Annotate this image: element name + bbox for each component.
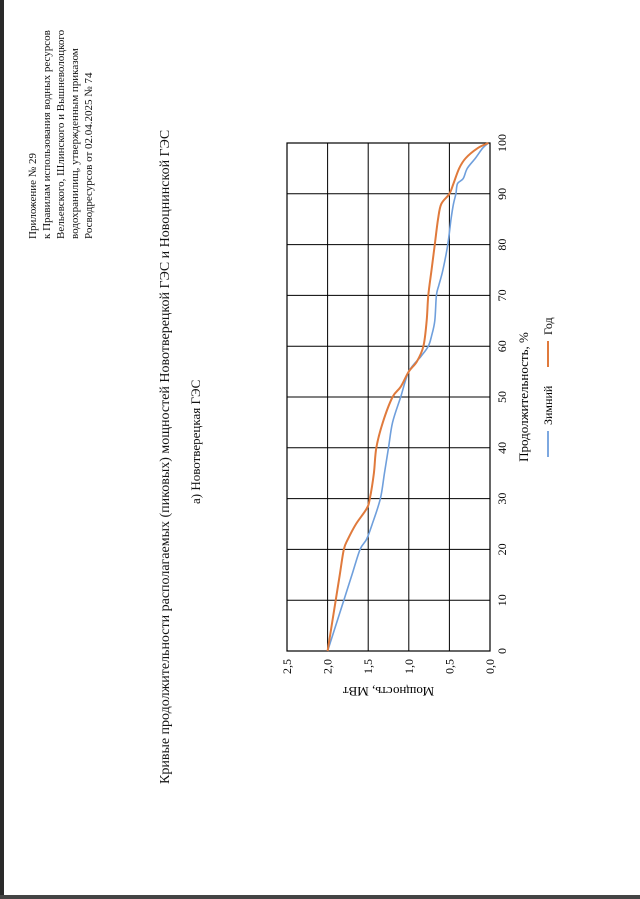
series-line-year [326, 142, 489, 652]
y-tick-label: 2,0 [321, 659, 335, 674]
x-tick-label: 50 [495, 391, 509, 403]
y-axis-label: Мощность, МВт [343, 684, 435, 699]
x-tick-label: 0 [495, 648, 509, 654]
scan-edge-bottom [0, 895, 640, 899]
y-tick-labels: 0,0 0,5 1,0 1,5 2,0 2,5 [280, 659, 497, 674]
y-tick-label: 0,5 [442, 659, 456, 674]
x-tick-label: 100 [495, 134, 509, 152]
scan-edge-left [0, 0, 4, 899]
y-tick-label: 0,0 [483, 659, 497, 674]
x-axis-label: Продолжительность, % [516, 332, 531, 462]
series-line-winter [326, 142, 489, 652]
legend-label-year: Год [541, 317, 555, 335]
x-tick-label: 20 [495, 543, 509, 555]
series-lines [326, 142, 489, 652]
x-tick-label: 60 [495, 340, 509, 352]
x-tick-label: 90 [495, 188, 509, 200]
y-tick-label: 2,5 [280, 659, 294, 674]
x-tick-label: 80 [495, 239, 509, 251]
y-tick-label: 1,0 [402, 659, 416, 674]
legend: Зимний Год [541, 317, 555, 457]
x-tick-label: 10 [495, 594, 509, 606]
legend-label-winter: Зимний [541, 385, 555, 425]
x-tick-labels: 0 10 20 30 40 50 60 70 80 90 100 [495, 134, 509, 654]
x-tick-label: 70 [495, 289, 509, 301]
y-tick-label: 1,5 [361, 659, 375, 674]
x-tick-label: 30 [495, 493, 509, 505]
x-tick-label: 40 [495, 442, 509, 454]
